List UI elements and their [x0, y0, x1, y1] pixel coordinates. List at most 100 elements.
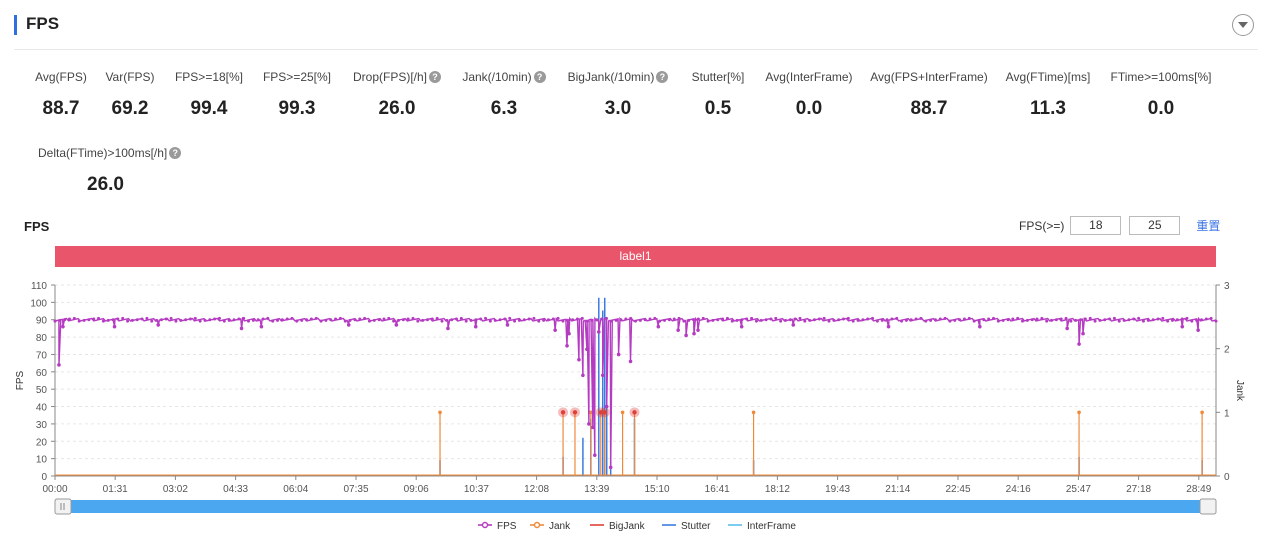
fps-point — [92, 317, 96, 321]
fps-point — [692, 318, 696, 322]
fps-point — [232, 318, 236, 322]
fps-point — [793, 317, 797, 321]
metric-8: Avg(InterFrame) 0.0 — [729, 68, 889, 120]
fps-point — [188, 317, 192, 321]
fps-point — [334, 317, 338, 321]
metric-label-text: Avg(FPS+InterFrame) — [870, 70, 988, 84]
legend-label: Stutter — [681, 521, 711, 532]
x-tick-label: 00:00 — [42, 484, 67, 495]
y-tick-label: 40 — [36, 403, 48, 414]
y-tick-label: 10 — [36, 455, 48, 466]
fps-point — [179, 318, 183, 322]
fps-point — [63, 318, 67, 322]
fps-point — [609, 319, 613, 323]
fps-point — [532, 316, 536, 320]
fps-point — [314, 316, 318, 320]
fps-point — [406, 317, 410, 321]
metric-label: Avg(FPS+InterFrame) — [870, 70, 987, 84]
bigjank-point — [602, 410, 607, 415]
fps-point — [1030, 318, 1034, 322]
fps-point — [812, 318, 816, 322]
fps-point — [213, 317, 217, 321]
fps-point — [585, 347, 589, 352]
fps-point — [590, 318, 594, 322]
x-tick-label: 07:35 — [343, 484, 368, 495]
legend-item-bigjank[interactable]: BigJank — [590, 521, 646, 532]
fps-point — [808, 318, 812, 322]
bigjank-point — [632, 410, 637, 415]
fps-point — [958, 318, 962, 322]
fps-point — [508, 316, 512, 320]
fps-point — [672, 317, 676, 321]
fps-point — [682, 319, 686, 323]
legend-item-interframe[interactable]: InterFrame — [728, 521, 796, 532]
fps-point — [1064, 316, 1068, 320]
fps-point — [553, 328, 557, 332]
header-accent-bar — [14, 15, 17, 35]
fps-point — [677, 316, 681, 320]
fps-point — [1122, 318, 1126, 322]
fps-point — [706, 319, 710, 323]
metric-value: 88.7 — [42, 98, 80, 119]
fps-point — [421, 318, 425, 322]
legend-item-jank[interactable]: Jank — [530, 521, 571, 532]
collapse-toggle-icon[interactable] — [1232, 14, 1254, 36]
legend-item-fps[interactable]: FPS — [478, 521, 517, 532]
fps-point — [527, 317, 531, 321]
fps-point — [842, 317, 846, 321]
fps-point — [827, 319, 831, 323]
legend-label: InterFrame — [747, 521, 796, 532]
fps-point — [711, 318, 715, 322]
help-icon[interactable]: ? — [656, 71, 669, 83]
help-icon[interactable]: ? — [429, 71, 441, 83]
zoom-slider-left-handle[interactable] — [54, 498, 72, 515]
fps-point — [791, 323, 796, 327]
fps-point — [1180, 324, 1185, 329]
fps-point — [978, 324, 982, 329]
x-tick-label: 15:10 — [644, 484, 669, 495]
fps-point — [285, 317, 289, 321]
fps-point — [593, 453, 597, 457]
fps-point — [338, 316, 342, 320]
fps-point — [348, 318, 352, 322]
fps-point — [343, 319, 347, 323]
fps-point — [112, 324, 117, 329]
metric-label: Stutter[%] — [692, 70, 745, 84]
fps-point — [962, 317, 966, 321]
jank-point — [620, 410, 625, 415]
y-tick-label: 70 — [36, 350, 48, 361]
legend-item-stutter[interactable]: Stutter — [662, 521, 711, 532]
fps-point — [1137, 316, 1141, 320]
y-tick-label: 60 — [36, 368, 48, 379]
zoom-slider-right-handle[interactable] — [1199, 498, 1217, 515]
fps-point — [440, 319, 444, 323]
fps-point — [924, 319, 928, 323]
fps-point — [1079, 318, 1083, 322]
fps-point — [1088, 316, 1092, 320]
fps-point — [832, 318, 836, 322]
fps-point — [663, 318, 667, 322]
fps-point — [581, 373, 585, 378]
fps-point — [72, 316, 76, 320]
reset-button[interactable]: 重置 — [1196, 219, 1221, 233]
fps-point — [329, 318, 333, 322]
metric-value: 0.5 — [704, 98, 732, 119]
metric-label: Jank(/10min)? — [462, 70, 546, 84]
fps-point — [474, 318, 478, 322]
fps-point — [996, 319, 1000, 323]
fps-point — [856, 318, 860, 322]
help-icon[interactable]: ? — [169, 147, 182, 159]
fps-point — [595, 318, 599, 322]
fps-point — [745, 317, 749, 321]
help-icon[interactable]: ? — [533, 71, 546, 83]
threshold-high-input[interactable]: 25 — [1129, 216, 1181, 235]
legend-label: Jank — [549, 521, 571, 532]
fps-point — [396, 318, 400, 322]
label-band[interactable]: label1 — [55, 246, 1216, 267]
x-tick-label: 25:47 — [1066, 484, 1091, 495]
fps-point — [764, 318, 768, 322]
fps-point — [1151, 318, 1155, 322]
threshold-low-input[interactable]: 18 — [1070, 216, 1122, 235]
fps-point — [991, 316, 995, 320]
metric-label-text: Jank(/10min) — [462, 70, 532, 84]
